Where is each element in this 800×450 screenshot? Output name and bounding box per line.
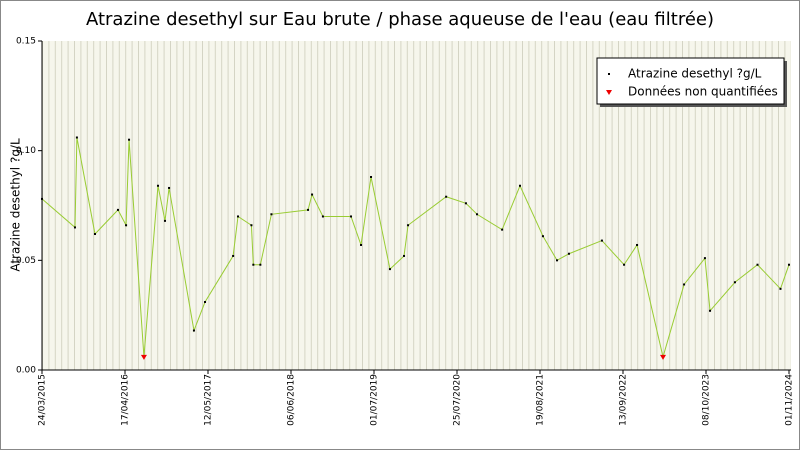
data-point [192,329,195,332]
data-point [250,224,253,227]
data-point [501,228,504,231]
data-point [204,301,207,304]
data-point [370,175,373,178]
y-tick-label: 0.10 [16,146,36,156]
legend-box [596,57,785,105]
data-point [518,184,521,187]
data-point [733,281,736,284]
data-point [464,202,467,205]
x-tick-label: 17/04/2016 [121,374,131,426]
x-tick-label: 01/11/2024 [785,374,795,426]
x-tick-label: 12/05/2017 [204,374,214,426]
x-tick-label: 24/03/2015 [38,374,48,426]
data-point [232,254,235,257]
data-point [388,268,391,271]
x-tick-label: 06/06/2018 [287,374,297,426]
data-point [703,257,706,260]
data-point [683,283,686,286]
non-quantified-point [140,354,147,360]
x-tick-label: 25/07/2020 [453,374,463,426]
data-point [567,252,570,255]
x-tick-label: 01/07/2019 [370,374,380,426]
x-tick-label: 08/10/2023 [702,374,712,426]
legend-marker [606,90,612,95]
data-point [321,215,324,218]
data-point [311,193,314,196]
data-point [636,243,639,246]
data-point [116,208,119,211]
data-point [168,186,171,189]
data-point [360,243,363,246]
data-point [403,254,406,257]
data-point [556,259,559,262]
non-quantified-point [660,354,667,360]
data-point [41,197,43,200]
data-point [623,263,626,266]
data-point [541,235,544,238]
data-point [156,184,159,187]
data-point [307,208,310,211]
data-point [407,224,410,227]
legend-label: Données non quantifiées [628,85,778,99]
data-point [128,138,131,141]
data-point [270,213,273,216]
legend: Atrazine desethyl ?g/L Données non quanti… [596,57,787,107]
data-point [779,287,782,290]
data-point [709,309,712,312]
y-tick-label: 0.05 [16,256,36,266]
data-point [252,263,255,266]
data-point [476,213,479,216]
y-axis-label: Atrazine desethyl ?g/L [9,138,23,272]
data-point [259,263,262,266]
data-point [93,233,96,236]
chart-title: Atrazine desethyl sur Eau brute / phase … [86,9,714,30]
data-point [445,195,448,198]
data-point [788,263,790,266]
data-point [125,224,128,227]
data-point [350,215,353,218]
x-tick-label: 13/09/2022 [619,374,629,426]
data-point [73,226,76,229]
legend-label: Atrazine desethyl ?g/L [628,67,762,81]
data-point [237,215,240,218]
data-point [756,263,759,266]
legend-marker [608,73,610,75]
data-point [164,219,167,222]
y-tick-label: 0.00 [16,366,36,376]
y-tick-label: 0.15 [16,37,36,47]
x-tick-label: 19/08/2021 [536,374,546,426]
data-point [75,136,78,139]
data-point [600,239,603,242]
